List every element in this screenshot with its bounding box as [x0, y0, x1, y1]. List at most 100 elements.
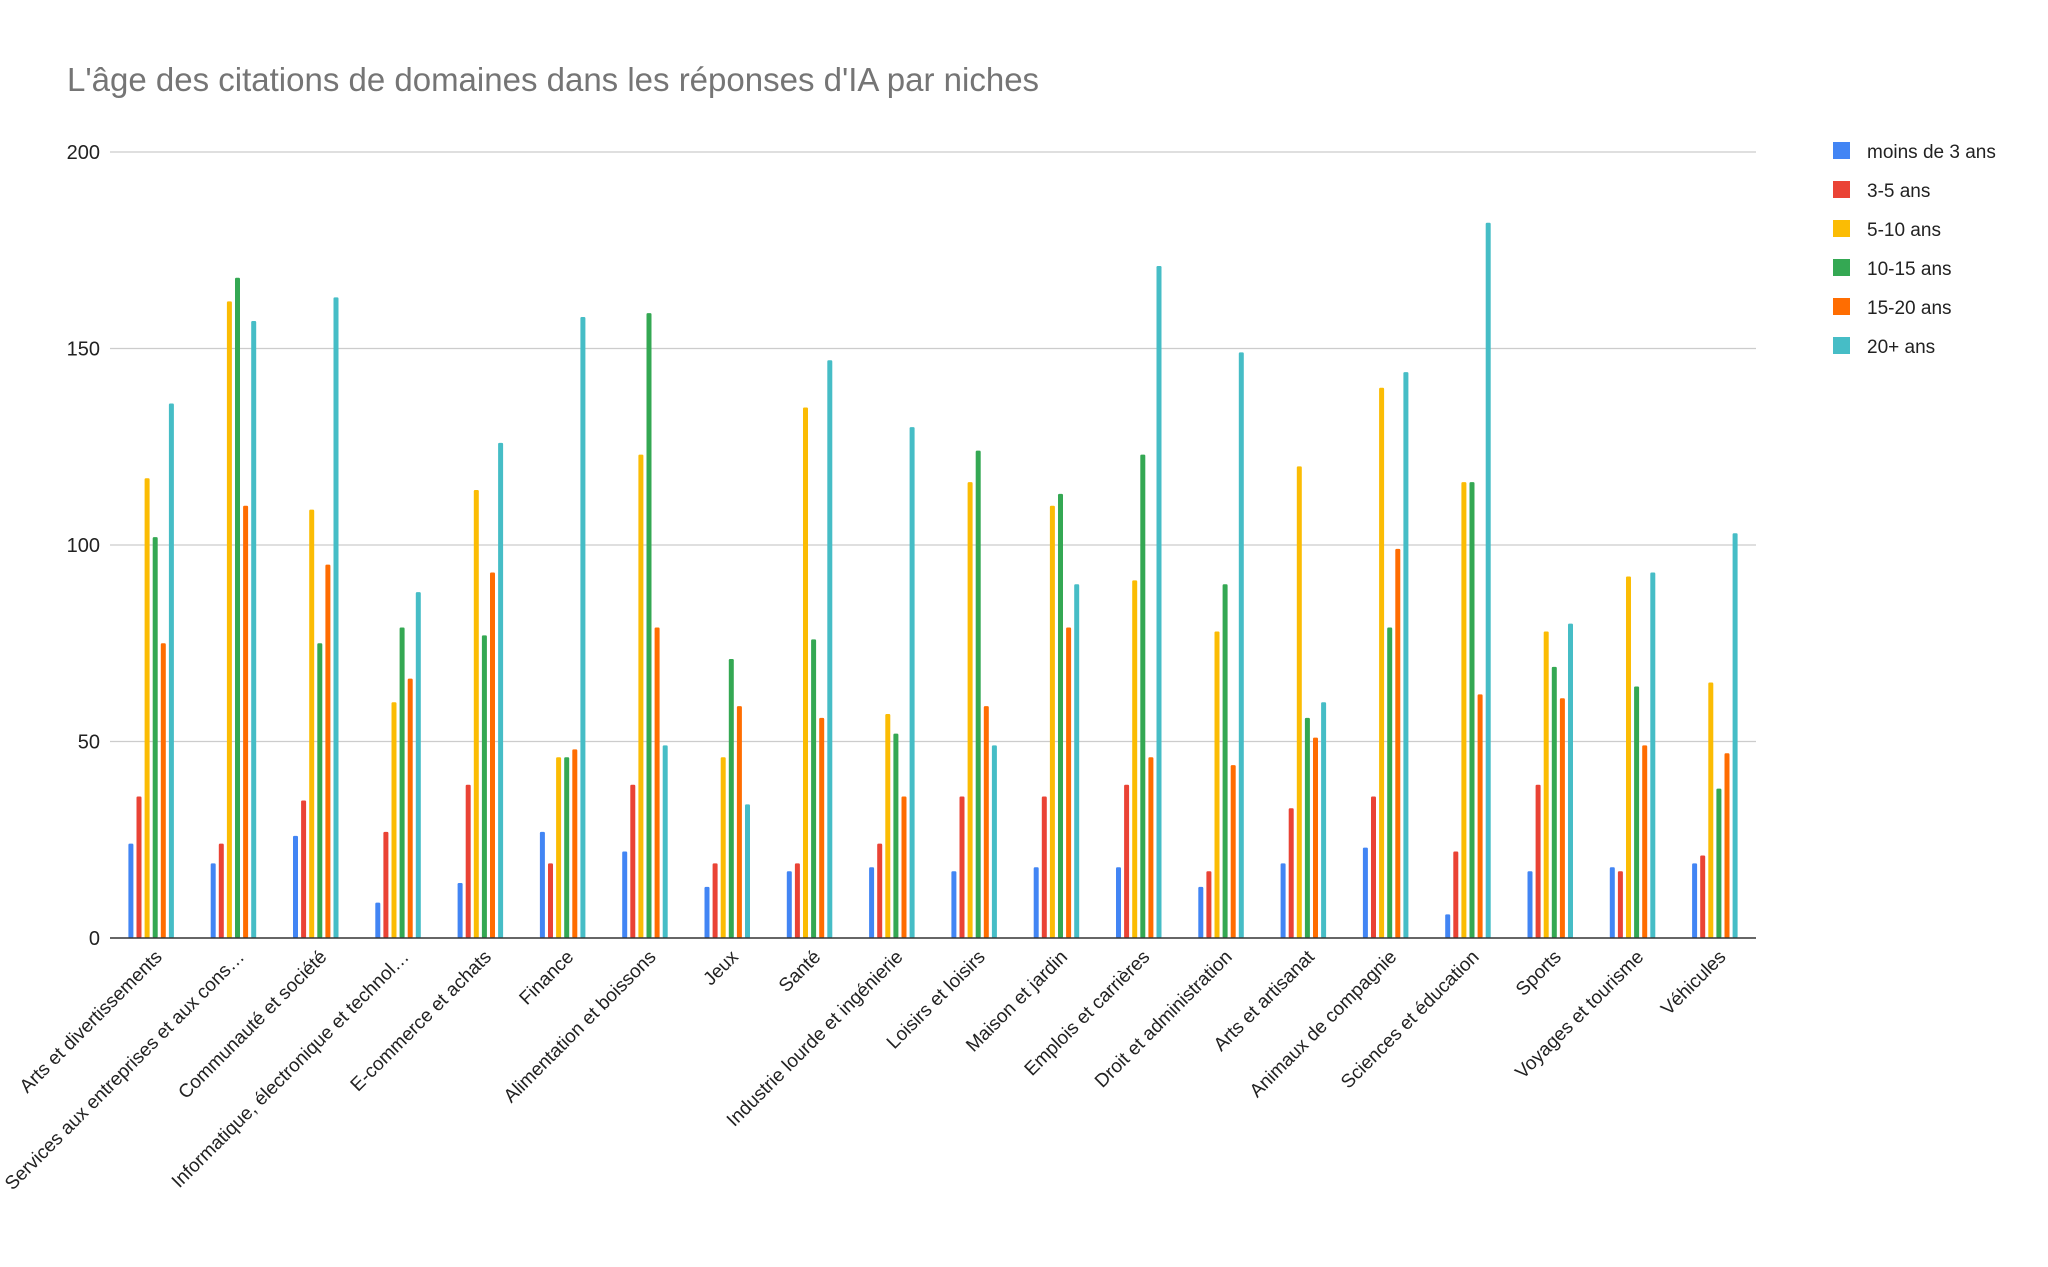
x-tick-label: Communauté et société — [175, 947, 332, 1104]
gridlines — [110, 151, 1756, 743]
bar-10-1 — [869, 867, 875, 938]
bar-18-6 — [1568, 623, 1573, 938]
bar-6-5 — [572, 749, 578, 938]
bar-20-1 — [1692, 863, 1698, 938]
bar-17-4 — [1469, 482, 1475, 938]
legend-label: 5-10 ans — [1867, 220, 1941, 241]
bar-7-1 — [622, 851, 628, 938]
bar-3-1 — [293, 835, 298, 938]
bar-8-3 — [720, 757, 726, 938]
x-tick-label: Jeux — [700, 946, 744, 990]
bar-13-5 — [1148, 757, 1154, 938]
bar-4-6 — [415, 592, 421, 938]
bar-10-2 — [877, 843, 883, 938]
legend-swatch — [1833, 220, 1850, 237]
bar-18-1 — [1527, 871, 1533, 938]
bar-8-5 — [736, 706, 742, 938]
bars — [110, 222, 1756, 939]
bar-10-4 — [893, 733, 899, 938]
bar-11-3 — [967, 482, 973, 938]
legend-swatch — [1833, 181, 1850, 198]
legend-label: 10-15 ans — [1867, 259, 1952, 280]
x-tick-label: Arts et divertissements — [16, 947, 167, 1098]
x-tick-label: Sports — [1512, 947, 1566, 1001]
bar-8-6 — [745, 804, 750, 938]
bar-11-6 — [991, 745, 997, 938]
bar-1-2 — [136, 796, 142, 938]
bar-7-6 — [662, 745, 668, 938]
bar-5-6 — [498, 442, 504, 938]
bar-3-4 — [317, 643, 323, 938]
bar-17-2 — [1453, 851, 1459, 938]
bar-11-2 — [959, 796, 965, 938]
bar-11-5 — [983, 706, 989, 938]
bar-5-3 — [473, 489, 479, 938]
bar-8-2 — [712, 863, 718, 938]
bar-5-2 — [465, 784, 471, 938]
bar-2-4 — [235, 277, 240, 938]
bar-15-5 — [1313, 737, 1318, 938]
bar-12-6 — [1074, 584, 1080, 938]
legend-swatch — [1833, 259, 1850, 276]
chart-title: L'âge des citations de domaines dans les… — [67, 61, 1039, 98]
bar-4-2 — [383, 831, 389, 938]
bar-15-2 — [1288, 808, 1294, 938]
x-tick-label: Santé — [775, 947, 825, 997]
bar-17-5 — [1477, 694, 1483, 938]
legend-label: 15-20 ans — [1867, 298, 1952, 319]
bar-12-5 — [1066, 627, 1072, 938]
bar-15-3 — [1296, 466, 1302, 938]
bar-14-5 — [1230, 765, 1236, 938]
bar-18-4 — [1551, 666, 1557, 938]
legend: moins de 3 ans 3-5 ans 5-10 ans 10-15 ans 15… — [1833, 142, 1996, 358]
x-tick-label: Droit et administration — [1091, 947, 1237, 1093]
bar-19-3 — [1626, 576, 1631, 938]
bar-17-6 — [1485, 222, 1491, 939]
bar-13-4 — [1140, 454, 1146, 938]
bar-19-1 — [1609, 867, 1615, 938]
bar-6-2 — [548, 863, 553, 938]
bar-15-1 — [1280, 863, 1286, 938]
bar-7-3 — [638, 454, 644, 938]
y-tick-label: 200 — [67, 142, 100, 164]
bar-16-3 — [1379, 387, 1385, 938]
bar-3-6 — [333, 297, 339, 938]
bar-8-1 — [704, 886, 710, 938]
bar-15-6 — [1321, 702, 1327, 938]
bar-13-3 — [1132, 580, 1138, 938]
bar-18-5 — [1559, 698, 1565, 938]
y-tick-label: 150 — [67, 339, 100, 361]
bar-10-3 — [885, 713, 891, 938]
bar-6-1 — [539, 831, 545, 938]
bar-9-5 — [819, 717, 825, 938]
bar-5-1 — [457, 882, 463, 938]
bar-12-3 — [1049, 505, 1055, 938]
bar-12-2 — [1041, 796, 1047, 938]
bar-14-2 — [1206, 871, 1212, 938]
bar-15-4 — [1304, 717, 1310, 938]
bar-16-1 — [1362, 847, 1368, 938]
bar-2-2 — [218, 843, 224, 938]
bar-9-2 — [794, 863, 800, 938]
bar-19-4 — [1634, 686, 1640, 938]
bar-4-1 — [375, 902, 381, 938]
bar-19-5 — [1642, 745, 1648, 938]
legend-swatch — [1833, 337, 1850, 354]
bar-20-3 — [1708, 682, 1714, 938]
legend-label: 3-5 ans — [1867, 181, 1930, 202]
bar-7-5 — [654, 627, 660, 938]
bar-16-5 — [1395, 548, 1401, 938]
x-tick-label: Véhicules — [1657, 947, 1730, 1020]
bar-5-5 — [490, 572, 495, 938]
y-tick-label: 50 — [78, 732, 100, 754]
bar-2-6 — [251, 320, 257, 938]
bar-3-3 — [309, 509, 315, 938]
bar-20-6 — [1732, 533, 1738, 938]
bar-10-6 — [909, 427, 915, 938]
bar-17-3 — [1461, 482, 1467, 938]
bar-8-4 — [728, 658, 734, 938]
bar-14-1 — [1198, 886, 1204, 938]
bar-13-2 — [1124, 784, 1130, 938]
bar-9-1 — [786, 871, 792, 938]
